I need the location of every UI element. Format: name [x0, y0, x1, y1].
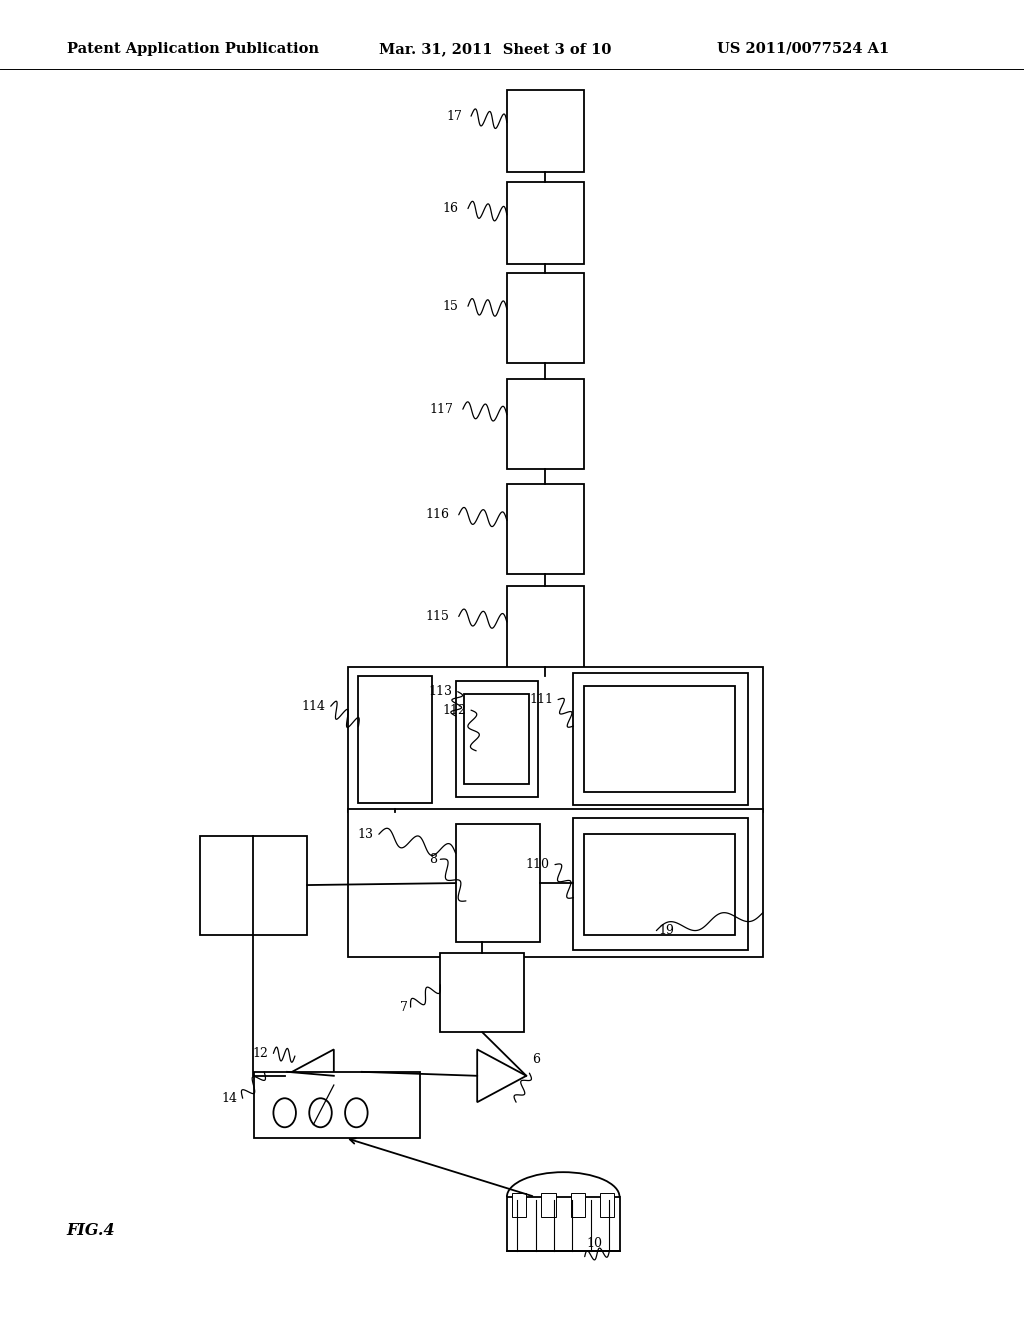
Bar [456, 681, 538, 797]
Bar [573, 673, 748, 805]
Text: 17: 17 [445, 110, 462, 123]
Text: 19: 19 [658, 924, 675, 937]
Text: Mar. 31, 2011  Sheet 3 of 10: Mar. 31, 2011 Sheet 3 of 10 [379, 42, 611, 55]
Bar [570, 1193, 585, 1217]
Text: 112: 112 [442, 704, 466, 717]
Text: FIG.4: FIG.4 [67, 1222, 115, 1238]
Text: 7: 7 [399, 1001, 408, 1014]
Text: 6: 6 [532, 1053, 541, 1067]
Bar [600, 1193, 614, 1217]
Text: 16: 16 [442, 202, 459, 215]
Text: 116: 116 [426, 508, 450, 521]
Text: 117: 117 [430, 403, 454, 416]
Bar [584, 834, 735, 935]
Bar [254, 1072, 420, 1138]
Bar [507, 379, 584, 469]
Text: 12: 12 [252, 1047, 268, 1060]
Text: 110: 110 [526, 858, 550, 871]
Text: 115: 115 [426, 610, 450, 623]
Bar [507, 90, 584, 172]
Text: US 2011/0077524 A1: US 2011/0077524 A1 [717, 42, 889, 55]
Bar [456, 824, 540, 942]
Text: Patent Application Publication: Patent Application Publication [67, 42, 318, 55]
Text: 114: 114 [302, 700, 326, 713]
Text: 8: 8 [429, 853, 437, 866]
Bar [507, 586, 584, 676]
Bar [348, 667, 763, 812]
Text: 14: 14 [221, 1092, 238, 1105]
Bar [573, 818, 748, 950]
Bar [512, 1193, 526, 1217]
Bar [507, 182, 584, 264]
Bar [348, 809, 763, 957]
Bar [507, 484, 584, 574]
Bar [507, 1197, 620, 1251]
Bar [507, 273, 584, 363]
Bar [584, 686, 735, 792]
Bar [200, 836, 307, 935]
Bar [464, 694, 529, 784]
Text: 111: 111 [529, 693, 553, 706]
Bar [440, 953, 524, 1032]
Text: 113: 113 [429, 685, 453, 698]
Text: 10: 10 [587, 1237, 603, 1250]
Bar [358, 676, 432, 803]
Text: 13: 13 [357, 828, 374, 841]
Text: 15: 15 [442, 300, 459, 313]
Bar [542, 1193, 556, 1217]
